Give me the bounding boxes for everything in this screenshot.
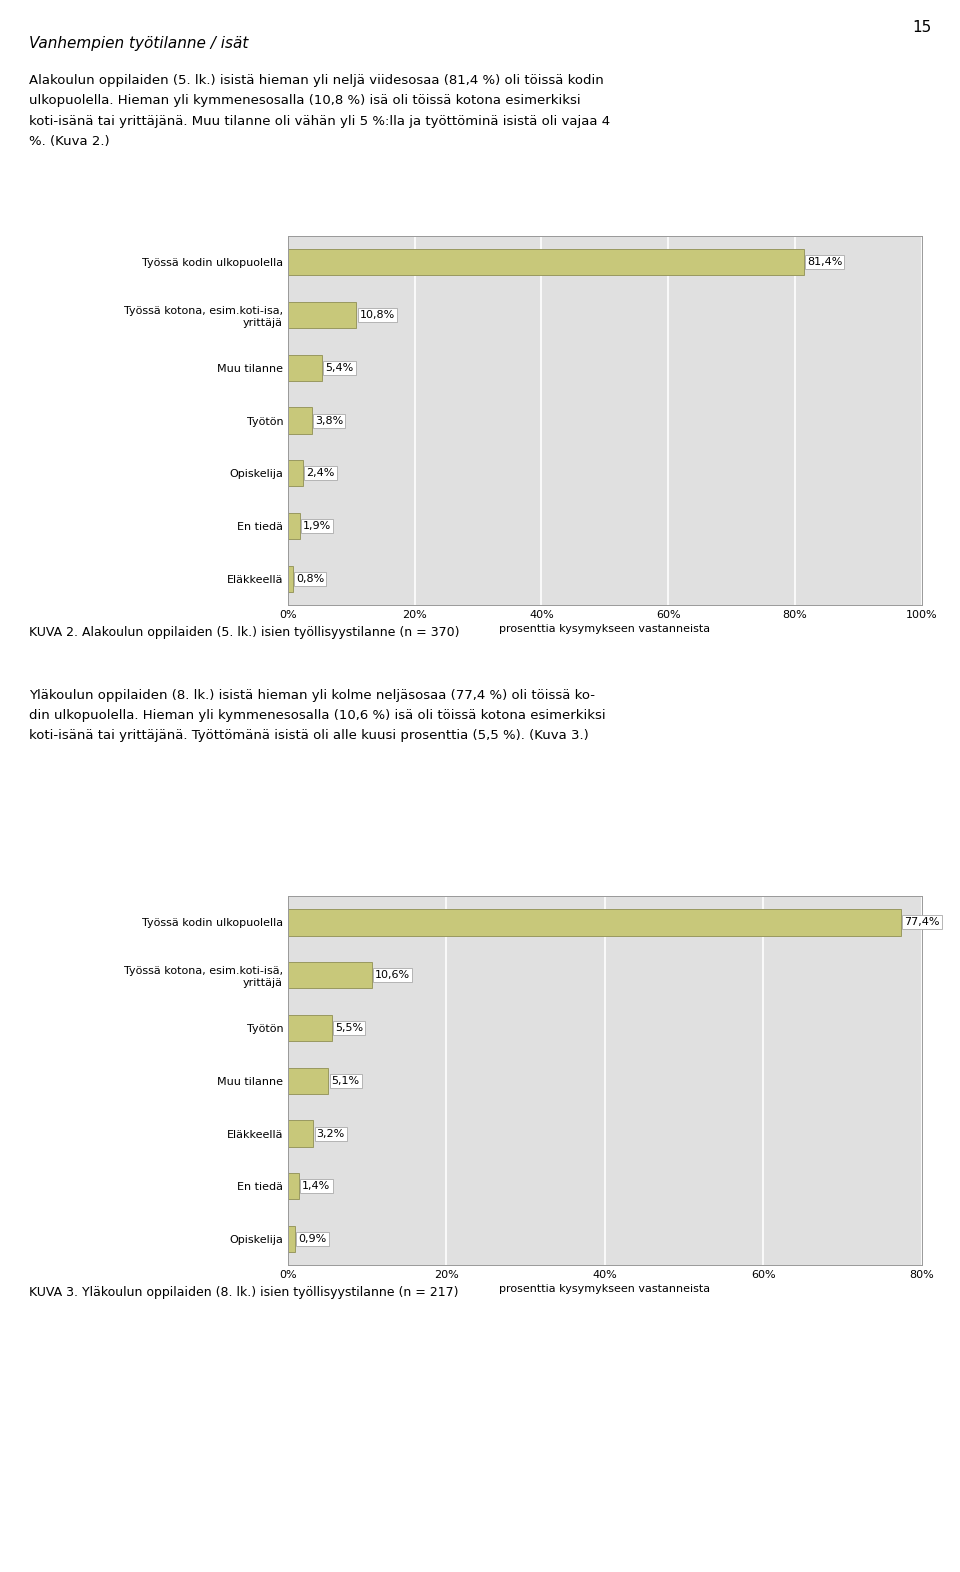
Text: 10,8%: 10,8% [360, 310, 395, 321]
X-axis label: prosenttia kysymykseen vastanneista: prosenttia kysymykseen vastanneista [499, 1284, 710, 1294]
Text: 1,4%: 1,4% [302, 1181, 330, 1192]
Text: 2,4%: 2,4% [306, 468, 335, 478]
Text: 81,4%: 81,4% [807, 258, 842, 267]
Bar [288, 302, 356, 329]
Bar [288, 1121, 313, 1146]
Text: 0,9%: 0,9% [299, 1234, 326, 1243]
Text: 15: 15 [912, 19, 931, 35]
Text: din ulkopuolella. Hieman yli kymmenesosalla (10,6 %) isä oli töissä kotona esime: din ulkopuolella. Hieman yli kymmenesosa… [29, 709, 606, 722]
Text: KUVA 3. Yläkoulun oppilaiden (8. lk.) isien työllisyystilanne (n = 217): KUVA 3. Yläkoulun oppilaiden (8. lk.) is… [29, 1286, 458, 1298]
Text: 10,6%: 10,6% [375, 970, 410, 981]
Text: 3,2%: 3,2% [317, 1129, 345, 1138]
Text: 5,5%: 5,5% [335, 1023, 363, 1033]
Bar [288, 1067, 328, 1094]
Bar [288, 909, 901, 935]
Text: Vanhempien työtilanne / isät: Vanhempien työtilanne / isät [29, 36, 249, 52]
Text: 77,4%: 77,4% [904, 918, 940, 927]
Bar [288, 962, 372, 989]
Bar [288, 407, 312, 434]
Text: Yläkoulun oppilaiden (8. lk.) isistä hieman yli kolme neljäsosaa (77,4 %) oli tö: Yläkoulun oppilaiden (8. lk.) isistä hie… [29, 689, 595, 701]
Text: koti-isänä tai yrittäjänä. Muu tilanne oli vähän yli 5 %:lla ja työttöminä isist: koti-isänä tai yrittäjänä. Muu tilanne o… [29, 115, 610, 127]
Text: %. (Kuva 2.): %. (Kuva 2.) [29, 135, 109, 148]
Bar [288, 1016, 331, 1041]
Bar [288, 566, 293, 593]
X-axis label: prosenttia kysymykseen vastanneista: prosenttia kysymykseen vastanneista [499, 624, 710, 634]
Bar [288, 1173, 300, 1199]
Text: koti-isänä tai yrittäjänä. Työttömänä isistä oli alle kuusi prosenttia (5,5 %). : koti-isänä tai yrittäjänä. Työttömänä is… [29, 729, 588, 742]
Text: 5,4%: 5,4% [325, 363, 353, 373]
Text: KUVA 2. Alakoulun oppilaiden (5. lk.) isien työllisyystilanne (n = 370): KUVA 2. Alakoulun oppilaiden (5. lk.) is… [29, 626, 459, 638]
Text: 5,1%: 5,1% [331, 1075, 360, 1086]
Text: 3,8%: 3,8% [315, 415, 344, 426]
Text: 1,9%: 1,9% [303, 520, 331, 531]
Bar [288, 355, 323, 380]
Bar [288, 461, 303, 486]
Text: ulkopuolella. Hieman yli kymmenesosalla (10,8 %) isä oli töissä kotona esimerkik: ulkopuolella. Hieman yli kymmenesosalla … [29, 94, 581, 107]
Bar [288, 248, 804, 275]
Text: 0,8%: 0,8% [297, 574, 324, 583]
Bar [288, 512, 300, 539]
Bar [288, 1226, 295, 1253]
Text: Alakoulun oppilaiden (5. lk.) isistä hieman yli neljä viidesosaa (81,4 %) oli tö: Alakoulun oppilaiden (5. lk.) isistä hie… [29, 74, 604, 86]
